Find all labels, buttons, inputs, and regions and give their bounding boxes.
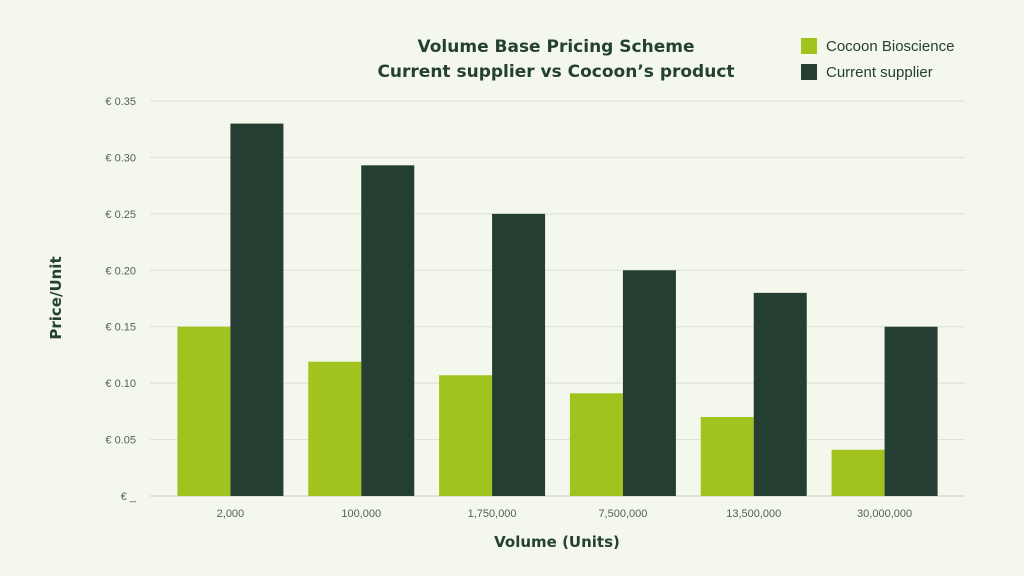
bar-cocoon <box>308 361 362 496</box>
legend-swatch-current-supplier <box>801 64 817 80</box>
x-tick-label: 7,500,000 <box>598 508 647 520</box>
y-tick-label: € 0.35 <box>105 96 136 108</box>
y-tick-label: € 0.30 <box>105 152 136 164</box>
legend: Cocoon Bioscience Current supplier <box>801 33 954 85</box>
bar-current-supplier <box>492 213 546 496</box>
y-tick-label: € 0.10 <box>105 378 136 390</box>
x-tick-label: 30,000,000 <box>857 508 912 520</box>
legend-swatch-cocoon <box>801 38 817 54</box>
legend-label-current-supplier: Current supplier <box>826 63 933 81</box>
bar-cocoon <box>700 417 754 496</box>
y-tick-label: € 0.15 <box>105 322 136 334</box>
legend-item-current-supplier: Current supplier <box>801 59 954 85</box>
y-axis-title: Price/Unit <box>47 256 65 340</box>
legend-item-cocoon: Cocoon Bioscience <box>801 33 954 59</box>
bar-current-supplier <box>622 270 676 496</box>
x-tick-label: 2,000 <box>217 508 245 520</box>
bar-cocoon <box>831 449 885 496</box>
chart-title: Volume Base Pricing Scheme <box>417 37 695 57</box>
bar-current-supplier <box>884 326 938 496</box>
x-axis-title: Volume (Units) <box>494 533 620 551</box>
y-tick-label: € 0.05 <box>105 435 136 447</box>
bar-cocoon <box>569 393 623 496</box>
y-tick-label: € 0.25 <box>105 209 136 221</box>
bar-cocoon <box>177 326 231 496</box>
x-tick-label: 100,000 <box>341 508 381 520</box>
chart-subtitle: Current supplier vs Cocoon’s product <box>377 62 735 82</box>
bar-current-supplier <box>753 292 807 496</box>
x-tick-label: 13,500,000 <box>726 508 781 520</box>
bar-cocoon <box>439 375 493 496</box>
legend-label-cocoon: Cocoon Bioscience <box>826 37 955 55</box>
bar-current-supplier <box>361 165 415 497</box>
y-tick-label: € _ <box>121 491 137 503</box>
x-tick-label: 1,750,000 <box>468 508 517 520</box>
bar-current-supplier <box>230 123 284 497</box>
y-tick-label: € 0.20 <box>105 265 136 277</box>
